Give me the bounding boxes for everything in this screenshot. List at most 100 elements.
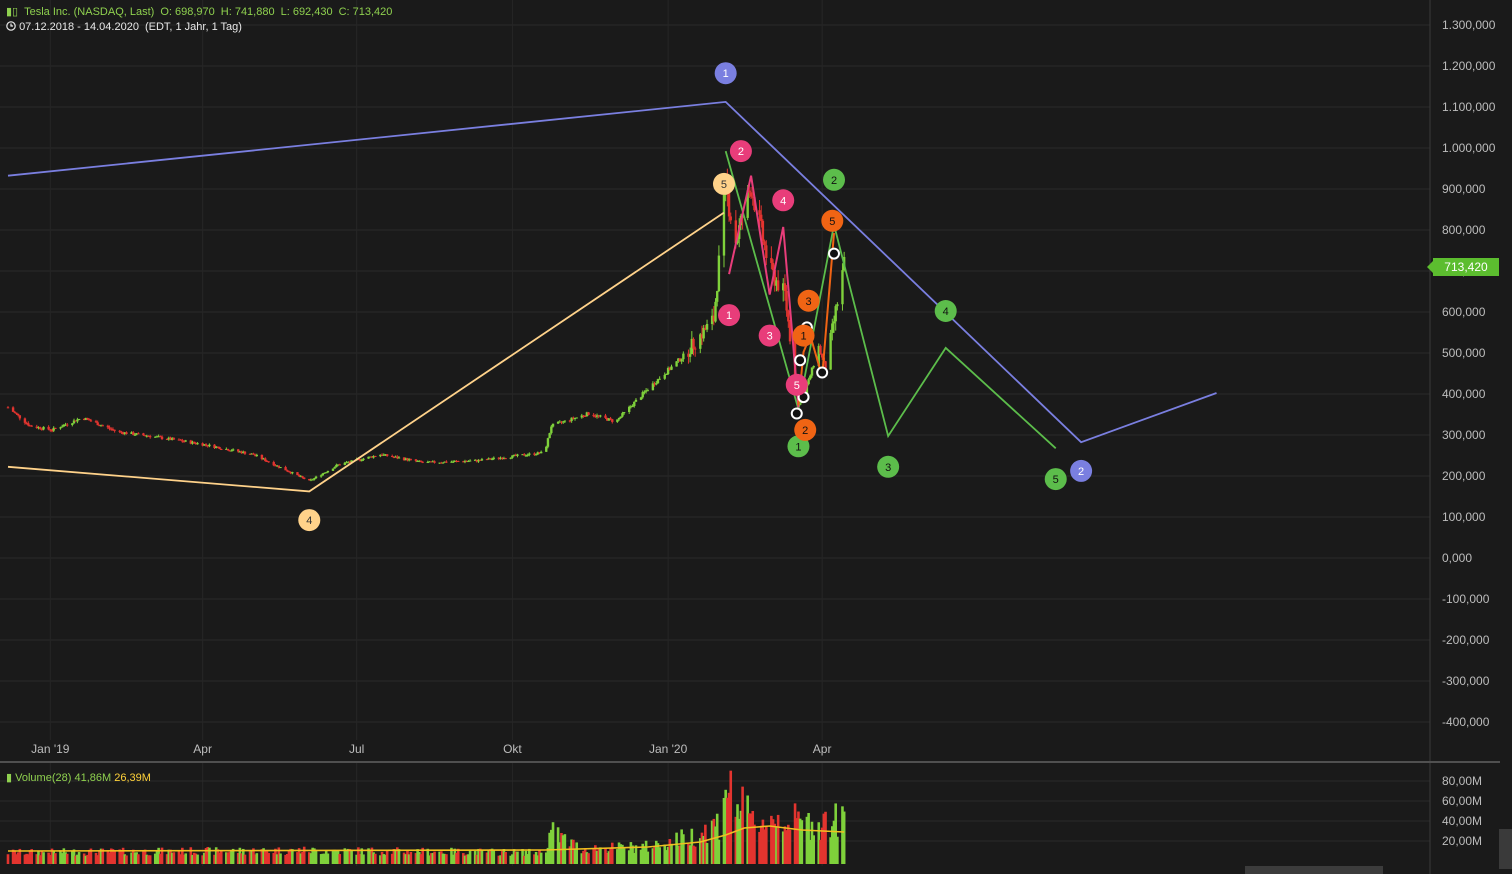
volume-bar [668, 839, 672, 864]
volume-bar [675, 832, 678, 864]
volume-bar [137, 854, 140, 864]
candle-body [106, 425, 110, 428]
volume-bar [326, 853, 330, 864]
volume-bar [407, 854, 411, 864]
volume-bar [604, 847, 607, 864]
candle-body [607, 418, 611, 421]
light-orange-wave-label-number: 4 [306, 515, 312, 527]
volume-bar [680, 829, 683, 864]
volume-label[interactable]: Volume(28) [15, 772, 72, 784]
volume-bar [831, 826, 834, 864]
volume-bar [155, 850, 159, 864]
pink-wave-label-badge [772, 189, 795, 212]
volume-bar [550, 829, 553, 864]
candle-body [651, 383, 655, 391]
candle-body [170, 438, 174, 440]
pink-wave-line [728, 175, 800, 408]
volume-bar [287, 850, 291, 864]
volume-bar [771, 819, 775, 864]
candle-body [345, 462, 348, 464]
instrument-title[interactable]: Tesla Inc. (NASDAQ, Last) [24, 6, 155, 18]
volume-bar [746, 795, 749, 864]
volume-bar [475, 854, 479, 864]
candle-body [526, 454, 529, 456]
volume-bar [360, 848, 364, 864]
volume-bar [829, 837, 832, 864]
volume-bar [346, 848, 350, 864]
volume-bar [380, 851, 384, 864]
candle-body [196, 443, 199, 445]
candle-body [143, 435, 147, 437]
volume-bar [250, 850, 254, 864]
candle-body [716, 291, 719, 302]
date-range[interactable]: 07.12.2018 - 14.04.2020 [19, 21, 139, 33]
volume-bar [712, 818, 716, 864]
volume-bar [795, 818, 799, 864]
candle-body [492, 457, 495, 459]
candle-body [88, 419, 91, 421]
volume-bar [704, 824, 707, 864]
volume-bar [599, 847, 602, 864]
candle-body [561, 421, 565, 423]
time-tick-label: Okt [503, 742, 522, 756]
volume-bar [595, 850, 599, 864]
green-wave-label-number: 3 [885, 462, 891, 474]
volume-bars [6, 770, 846, 864]
volume-bar [196, 854, 199, 864]
candle-body [710, 315, 714, 324]
candle-body [457, 461, 460, 463]
volume-bar [539, 852, 543, 864]
volume-bar [776, 814, 780, 864]
volume-bar [504, 852, 507, 864]
volume-bar [87, 849, 91, 864]
candle-body [277, 465, 281, 468]
candle-body [204, 444, 208, 446]
orange-wave-label-number: 1 [800, 331, 806, 343]
candle-body [455, 461, 458, 463]
volume-bar [16, 852, 20, 864]
volume-bar [106, 850, 110, 864]
blue-wave-line [7, 100, 1217, 444]
vertical-scroll-handle[interactable] [1499, 829, 1512, 869]
volume-bar [260, 849, 264, 864]
candle-body [763, 241, 766, 246]
volume-bar [761, 819, 765, 864]
volume-bar [297, 848, 301, 864]
candle-body [563, 420, 567, 422]
volume-bar [324, 850, 328, 864]
candle-body [663, 374, 666, 379]
volume-bar [644, 840, 648, 864]
volume-bar [145, 854, 149, 864]
volume-bar [416, 849, 419, 864]
volume-bar [336, 850, 340, 864]
candle-body [499, 457, 502, 459]
candle-body [431, 461, 435, 463]
elliott-wave-lines[interactable] [7, 100, 1217, 493]
candle-body [228, 450, 231, 452]
candle-body [231, 449, 235, 451]
candle-body [308, 478, 311, 481]
price-tick-label: 1.100,000 [1442, 100, 1496, 114]
volume-bar [428, 855, 431, 864]
candle-body [573, 417, 577, 419]
volume-bar [641, 843, 645, 864]
volume-bar [656, 843, 660, 864]
volume-bar [632, 852, 636, 864]
volume-bar [622, 848, 626, 864]
volume-bar [509, 855, 513, 864]
volume-bar [59, 850, 62, 864]
volume-bar [309, 853, 313, 864]
candle-body [6, 407, 10, 409]
candle-body [369, 456, 372, 458]
candle-body [313, 478, 316, 480]
candle-body [502, 458, 506, 460]
volume-bar [597, 848, 601, 864]
price-tick-label: -200,000 [1442, 633, 1490, 647]
horizontal-scrollbar[interactable] [1245, 866, 1383, 874]
volume-bar [409, 852, 413, 864]
volume-bar [42, 852, 45, 864]
candle-body [631, 406, 634, 408]
volume-bar [575, 842, 579, 864]
